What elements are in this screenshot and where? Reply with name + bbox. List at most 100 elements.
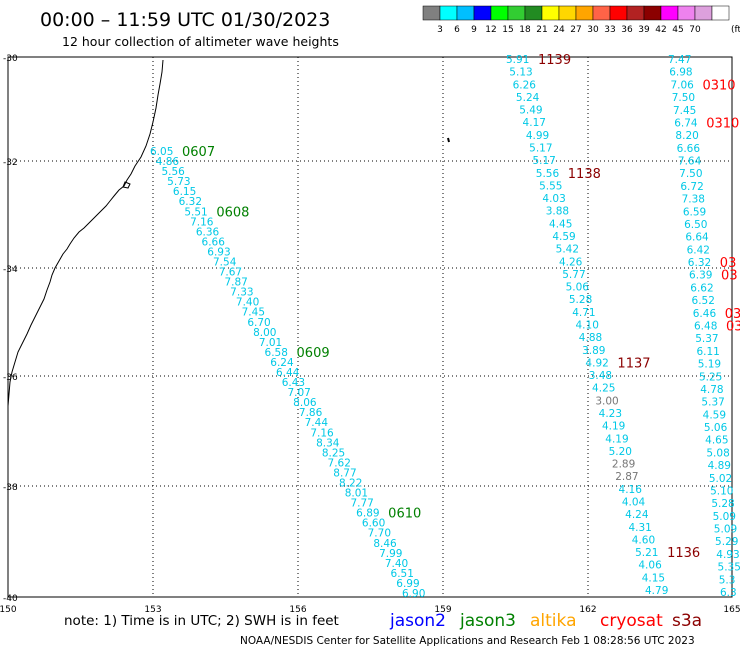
legend-swatch bbox=[626, 5, 645, 21]
latitude-label: -38 bbox=[3, 483, 18, 493]
wave-height-value: 4.93 bbox=[716, 549, 739, 561]
legend-tick-label: 3 bbox=[437, 25, 443, 35]
wave-height-value: 7.16 bbox=[310, 427, 334, 439]
wave-height-value: 8.20 bbox=[675, 130, 698, 142]
wave-height-value: 7.45 bbox=[673, 105, 696, 117]
pass-time-label: 03 bbox=[720, 256, 737, 271]
wave-height-value: 4.16 bbox=[619, 484, 643, 496]
wave-height-value: 8.46 bbox=[373, 538, 397, 550]
wave-height-value: 6.15 bbox=[173, 186, 196, 198]
latitude-label: -30 bbox=[3, 54, 18, 64]
wave-height-value: 7.01 bbox=[259, 337, 282, 349]
wave-height-value: 7.07 bbox=[287, 387, 310, 399]
wave-height-value: 6.58 bbox=[265, 347, 288, 359]
wave-height-value: 5.20 bbox=[609, 446, 632, 458]
wave-height-value: 5.24 bbox=[516, 92, 540, 104]
wave-height-value: 7.67 bbox=[219, 267, 242, 279]
legend-tick-label: 70 bbox=[689, 25, 701, 35]
wave-height-value: 6.36 bbox=[196, 226, 220, 238]
wave-height-value: 8.00 bbox=[253, 327, 276, 339]
wave-height-value: 4.65 bbox=[705, 435, 728, 447]
wave-height-value: 5.37 bbox=[695, 333, 718, 345]
legend-tick-label: 12 bbox=[485, 25, 496, 35]
legend-swatch bbox=[524, 5, 543, 21]
wave-height-value: 6.62 bbox=[690, 282, 713, 294]
wave-height-value: 7.40 bbox=[385, 558, 408, 570]
latitude-label: -40 bbox=[3, 594, 18, 604]
legend-tick-label: 18 bbox=[519, 25, 531, 35]
legend-tick-label: 9 bbox=[471, 25, 477, 35]
wave-height-value: 4.06 bbox=[638, 560, 662, 572]
pass-time-label: 0310 bbox=[706, 116, 739, 131]
wave-height-value: 5.51 bbox=[184, 206, 207, 218]
wave-height-value: 6.44 bbox=[276, 367, 300, 379]
altimeter-tracks: 6.054.865.565.736.156.325.517.166.366.66… bbox=[150, 53, 740, 600]
legend-swatch bbox=[507, 5, 526, 21]
wave-height-value: 8.25 bbox=[322, 447, 345, 459]
wave-height-value: 6.32 bbox=[688, 257, 711, 269]
pass-time-label: 0609 bbox=[297, 346, 330, 361]
wave-height-value: 6.99 bbox=[396, 578, 419, 590]
legend-tick-label: 27 bbox=[570, 25, 581, 35]
wave-height-value: 7.40 bbox=[236, 297, 259, 309]
wave-height-value: 6.39 bbox=[689, 270, 712, 282]
wave-height-value: 3.48 bbox=[589, 370, 612, 382]
wave-height-value: 6.51 bbox=[391, 568, 414, 580]
wave-height-value: 8.01 bbox=[345, 488, 368, 500]
wave-height-value: 5.09 bbox=[713, 511, 736, 523]
legend-swatch bbox=[660, 5, 679, 21]
wave-height-value: 7.44 bbox=[305, 417, 329, 429]
legend-swatch bbox=[422, 5, 441, 21]
legend-swatch bbox=[575, 5, 594, 21]
note-text: note: 1) Time is in UTC; 2) SWH is in fe… bbox=[64, 613, 339, 629]
wave-height-value: 5.28 bbox=[711, 498, 734, 510]
satellite-legend: jason2 jason3 altika cryosat s3a bbox=[389, 611, 702, 631]
wave-height-value: 4.31 bbox=[628, 522, 651, 534]
wave-height-value: 7.45 bbox=[242, 307, 265, 319]
wave-height-value: 5.56 bbox=[536, 168, 560, 180]
longitude-label: 159 bbox=[434, 605, 451, 615]
wave-height-value: 5.35 bbox=[718, 562, 740, 574]
legend-tick-label: 30 bbox=[587, 25, 599, 35]
legend-tick-label: 6 bbox=[454, 25, 460, 35]
longitude-label: 156 bbox=[289, 605, 306, 615]
wave-height-value: 8.06 bbox=[293, 397, 317, 409]
wave-height-value: 5.49 bbox=[519, 105, 542, 117]
wave-height-value: 5.06 bbox=[566, 282, 590, 294]
wave-height-value: 8.22 bbox=[339, 478, 362, 490]
legend-tick-label: 45 bbox=[672, 25, 683, 35]
pass-time-label: 03 bbox=[721, 269, 738, 284]
legend-swatch bbox=[643, 5, 662, 21]
wave-height-value: 4.79 bbox=[645, 585, 668, 597]
pass-time-label: 0608 bbox=[216, 205, 249, 220]
wave-height-value: 4.10 bbox=[576, 320, 599, 332]
wave-height-value: 6.59 bbox=[683, 206, 706, 218]
wave-height-value: 7.38 bbox=[682, 194, 705, 206]
legend-swatch bbox=[473, 5, 492, 21]
wave-height-value: 7.47 bbox=[668, 54, 691, 66]
legend-tick-label: 33 bbox=[604, 25, 615, 35]
pass-time-label: 1138 bbox=[568, 167, 601, 182]
wave-height-value: 6.43 bbox=[282, 377, 305, 389]
wave-height-value: 7.62 bbox=[328, 457, 351, 469]
legend-swatch bbox=[541, 5, 560, 21]
wave-height-value: 4.45 bbox=[549, 218, 572, 230]
longitude-label: 162 bbox=[579, 605, 596, 615]
map-frame bbox=[7, 56, 733, 598]
wave-height-value: 5.06 bbox=[704, 422, 728, 434]
wave-height-value: 5.56 bbox=[161, 166, 185, 178]
wave-height-value: 4.59 bbox=[703, 409, 726, 421]
wave-height-value: 6.90 bbox=[402, 588, 425, 600]
wave-height-value: 6.60 bbox=[362, 518, 385, 530]
wave-height-value: 6.89 bbox=[356, 508, 379, 520]
wave-height-value: 4.04 bbox=[622, 497, 646, 509]
wave-height-value: 6.42 bbox=[687, 244, 710, 256]
wave-height-value: 6.70 bbox=[247, 317, 270, 329]
pass-time-label: 0610 bbox=[388, 507, 421, 522]
legend-swatch bbox=[677, 5, 696, 21]
legend-tick-label: 42 bbox=[655, 25, 666, 35]
wave-height-value: 4.19 bbox=[605, 433, 628, 445]
legend-tick-label: 21 bbox=[536, 25, 547, 35]
